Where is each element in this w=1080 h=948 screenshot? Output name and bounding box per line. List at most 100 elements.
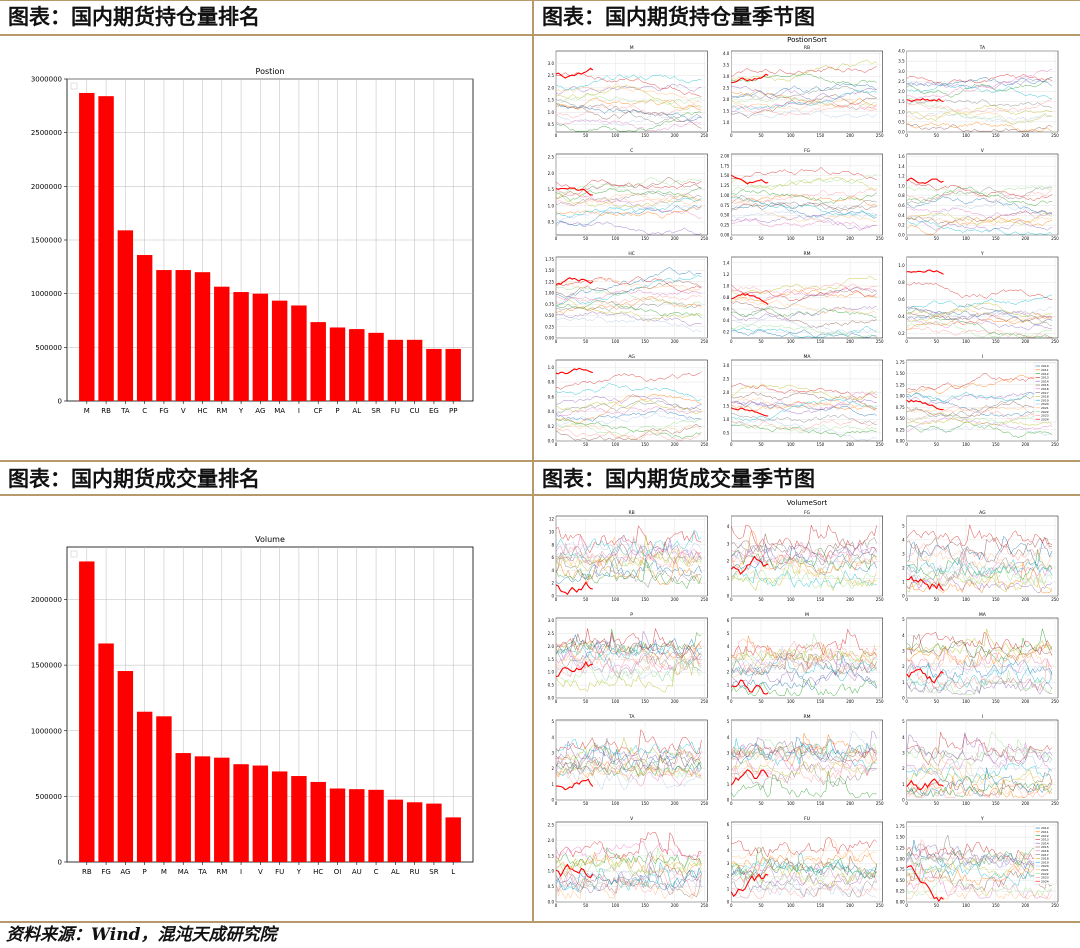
series-line-2024 — [730, 769, 769, 786]
x-tick-label: 200 — [671, 597, 679, 602]
x-tick-label: I — [240, 868, 242, 876]
x-tick-label: 150 — [992, 442, 1000, 447]
y-tick-label: 1 — [727, 576, 730, 581]
subplot-title: Y — [980, 816, 984, 822]
series-line — [906, 745, 1053, 767]
x-tick-label: 100 — [612, 903, 620, 908]
x-tick-label: RB — [101, 407, 111, 415]
series-line — [555, 862, 702, 888]
legend-label: 2012 — [1041, 372, 1049, 376]
x-tick-label: 250 — [876, 597, 884, 602]
series-line — [731, 289, 877, 303]
subplot-rb: RB 0 2 4 6 8 10 12 0 50 100 150 200 250 — [549, 510, 709, 602]
y-tick-label: 1.0 — [898, 109, 905, 114]
series-line — [906, 188, 1053, 204]
series-line — [555, 655, 702, 677]
series-line — [555, 83, 702, 104]
x-tick-label: 100 — [787, 903, 795, 908]
series-line — [555, 99, 702, 124]
subplot-y: Y 0.00 0.25 0.50 0.75 1.00 1.25 1.50 1.75 0 50 100 1… — [896, 816, 1060, 908]
series-line — [906, 549, 1053, 581]
legend-label: 2018 — [1041, 857, 1049, 861]
x-tick-label: 250 — [1051, 133, 1059, 138]
bar-v — [175, 270, 191, 401]
series-line — [906, 218, 1053, 232]
series-line — [906, 77, 1053, 87]
series-line — [731, 770, 877, 798]
series-line — [731, 655, 877, 682]
y-tick-label: 0.25 — [545, 324, 554, 329]
legend-label: 2022 — [1041, 872, 1049, 876]
series-line — [555, 111, 702, 132]
series-line — [731, 218, 877, 230]
x-tick-label: MA — [178, 868, 189, 876]
y-tick-label: 1 — [902, 680, 905, 685]
y-tick-label: 0.00 — [545, 336, 554, 341]
y-tick-label: 1.0 — [898, 183, 905, 188]
series-line — [906, 302, 1053, 323]
y-tick-label: 0.2 — [898, 331, 905, 336]
y-tick-label: 0.00 — [896, 900, 905, 905]
x-tick-label: 50 — [934, 339, 940, 344]
y-tick-label: 4 — [551, 735, 554, 740]
position-season-chart: PostionSort M 0.5 1.0 1.5 2.0 2.5 3.0 0 50 100 150 2… — [545, 36, 1059, 447]
series-line — [555, 629, 702, 657]
x-tick-label: 150 — [817, 339, 825, 344]
series-line — [906, 731, 1053, 766]
x-tick-label: 50 — [583, 236, 589, 241]
series-line — [906, 406, 1053, 416]
series-line — [555, 93, 702, 105]
series-line-2024 — [555, 277, 594, 286]
series-line — [906, 562, 1053, 588]
y-tick-label: 1.0 — [723, 417, 730, 422]
y-tick-label: 0 — [902, 696, 905, 701]
subplot-frame — [731, 719, 883, 801]
series-line — [555, 831, 702, 860]
y-tick-label: 4.0 — [898, 49, 905, 54]
series-line — [731, 383, 877, 401]
series-line — [906, 536, 1053, 558]
subplot-v: V 0.0 0.2 0.4 0.6 0.8 1.0 1.2 1.4 1.6 0 50 100 150 200… — [898, 148, 1059, 241]
series-line — [731, 567, 877, 590]
x-tick-label: 50 — [583, 339, 589, 344]
series-line — [906, 767, 1053, 797]
x-tick-label: 100 — [962, 339, 970, 344]
x-tick-label: 100 — [962, 133, 970, 138]
x-tick-label: 150 — [817, 903, 825, 908]
position-rank-chart: Postion 0 500000 1000000 1500000 2000000 25000… — [31, 67, 474, 415]
subplot-title: FG — [804, 148, 811, 154]
series-line — [731, 862, 877, 888]
x-tick-label: 250 — [876, 236, 884, 241]
x-tick-label: SR — [371, 407, 380, 415]
y-tick-label: 0.25 — [896, 427, 905, 432]
x-tick-label: 100 — [612, 236, 620, 241]
series-line — [906, 123, 1053, 132]
x-tick-label: 50 — [934, 597, 940, 602]
bar-al — [387, 799, 404, 862]
y-tick-label: 0 — [902, 798, 905, 803]
legend-box — [1033, 362, 1057, 423]
series-line — [555, 190, 702, 206]
chart-title: Postion — [256, 67, 285, 76]
y-tick-label: 4 — [727, 848, 730, 853]
x-tick-label: 50 — [758, 903, 764, 908]
x-tick-label: C — [374, 868, 379, 876]
y-tick-label: 2.00 — [720, 153, 729, 158]
x-tick-label: 150 — [817, 801, 825, 806]
y-tick-label: 0.50 — [545, 313, 554, 318]
legend-label: 2023 — [1041, 414, 1049, 418]
series-line — [906, 662, 1053, 678]
y-tick-label: 3.5 — [898, 59, 905, 64]
y-tick-label: 500000 — [35, 793, 62, 801]
series-line — [906, 216, 1053, 235]
series-line — [555, 633, 702, 660]
x-tick-label: 150 — [992, 339, 1000, 344]
source-note: 资料来源：Wind，混沌天成研究院 — [6, 925, 277, 945]
subplot-title: C — [630, 148, 633, 154]
series-line — [555, 656, 702, 682]
legend-label: 2015 — [1041, 383, 1049, 387]
series-line — [906, 853, 1053, 873]
series-line — [731, 628, 877, 661]
y-tick-label: 1.5 — [723, 403, 730, 408]
